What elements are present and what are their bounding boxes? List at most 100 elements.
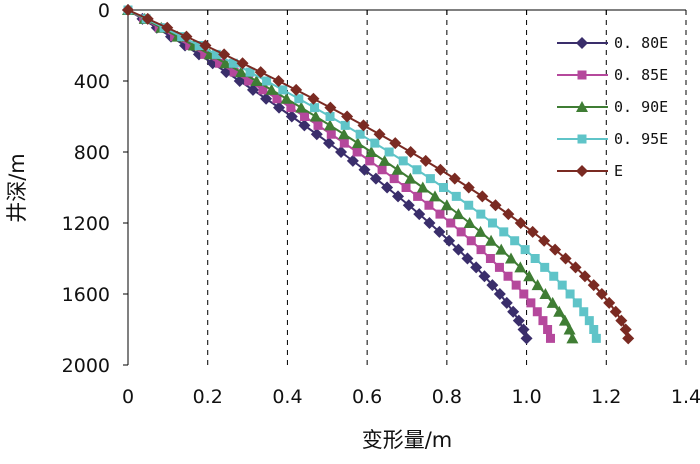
data-point <box>538 234 551 247</box>
data-point <box>474 225 487 237</box>
data-point <box>466 236 476 246</box>
data-point <box>194 41 204 50</box>
data-point <box>391 163 404 175</box>
data-point <box>325 112 335 121</box>
data-point <box>558 314 571 326</box>
data-point <box>512 314 525 327</box>
data-point <box>323 119 336 131</box>
data-point <box>340 120 350 130</box>
data-point <box>576 101 588 112</box>
data-point <box>504 252 517 264</box>
series-line <box>127 9 528 339</box>
data-point <box>219 57 232 69</box>
data-point <box>448 172 461 185</box>
data-point <box>295 101 308 113</box>
data-point <box>520 245 530 255</box>
data-point <box>398 156 408 166</box>
data-point <box>378 154 391 166</box>
data-point <box>578 270 591 283</box>
data-point <box>300 112 310 121</box>
series-layer <box>122 4 635 345</box>
data-point <box>180 30 193 43</box>
y-tick-label: 1600 <box>62 284 110 306</box>
data-point <box>549 271 559 281</box>
data-point <box>294 94 304 104</box>
data-point <box>532 307 542 317</box>
data-point <box>557 280 567 290</box>
data-point <box>434 163 447 176</box>
axis-ticks: 0 0.2 0.4 0.6 0.8 1.0 1.2 1.4 0 400 800 1200 1600 200… <box>62 0 700 408</box>
data-point <box>346 154 359 167</box>
data-point <box>514 217 527 229</box>
data-point <box>549 243 562 256</box>
data-point <box>141 12 154 25</box>
data-point <box>452 243 465 256</box>
data-point <box>526 298 536 308</box>
data-point <box>577 134 587 144</box>
series-090e <box>122 4 579 344</box>
data-point <box>553 305 566 317</box>
data-point <box>211 49 221 59</box>
data-point <box>413 208 426 221</box>
series-line <box>127 9 552 339</box>
legend-item: 0. 95E <box>557 130 668 148</box>
data-point <box>245 67 255 77</box>
data-point <box>404 172 417 184</box>
data-point <box>463 217 476 228</box>
data-point <box>235 66 248 78</box>
data-point <box>609 305 622 318</box>
data-point <box>326 129 336 139</box>
data-point <box>280 92 293 104</box>
data-point <box>122 4 134 16</box>
data-point <box>273 101 286 114</box>
x-tick-label: 1.2 <box>591 386 621 408</box>
data-point <box>260 92 273 105</box>
data-point <box>370 138 380 148</box>
data-point <box>615 314 628 327</box>
data-point <box>540 262 550 272</box>
data-point <box>161 21 174 34</box>
data-point <box>285 110 298 123</box>
data-point <box>502 208 515 221</box>
data-point <box>335 146 348 158</box>
series-080e <box>122 4 533 345</box>
data-point <box>569 261 582 274</box>
data-point <box>503 271 513 281</box>
data-point <box>440 199 453 211</box>
data-point <box>493 288 506 300</box>
data-point <box>365 146 378 157</box>
data-point <box>337 128 350 140</box>
data-point <box>511 280 521 290</box>
series-line <box>127 9 574 339</box>
data-point <box>443 234 456 247</box>
data-point <box>595 288 608 300</box>
x-tick-label: 0.6 <box>352 386 382 408</box>
data-point <box>324 101 337 114</box>
data-point <box>519 289 529 299</box>
data-point <box>307 92 320 105</box>
data-point <box>258 85 268 95</box>
data-point <box>476 245 486 255</box>
legend-label: 0. 80E <box>614 34 668 52</box>
legend-item: E <box>557 162 623 180</box>
data-point <box>355 129 365 139</box>
data-point <box>545 333 555 343</box>
data-point <box>507 305 520 318</box>
data-point <box>229 67 239 77</box>
data-point <box>576 37 588 49</box>
legend-label: E <box>614 162 623 180</box>
data-point <box>286 103 296 113</box>
data-point <box>451 191 461 201</box>
data-point <box>499 227 509 237</box>
data-point <box>523 270 536 282</box>
data-point <box>310 128 323 141</box>
data-point <box>254 66 267 79</box>
data-point <box>452 208 465 220</box>
data-point <box>565 289 575 299</box>
data-point <box>228 58 238 68</box>
data-point <box>433 225 446 238</box>
data-point <box>531 279 544 291</box>
data-point <box>278 85 288 95</box>
data-point <box>416 181 429 193</box>
x-tick-label: 0.2 <box>193 386 223 408</box>
